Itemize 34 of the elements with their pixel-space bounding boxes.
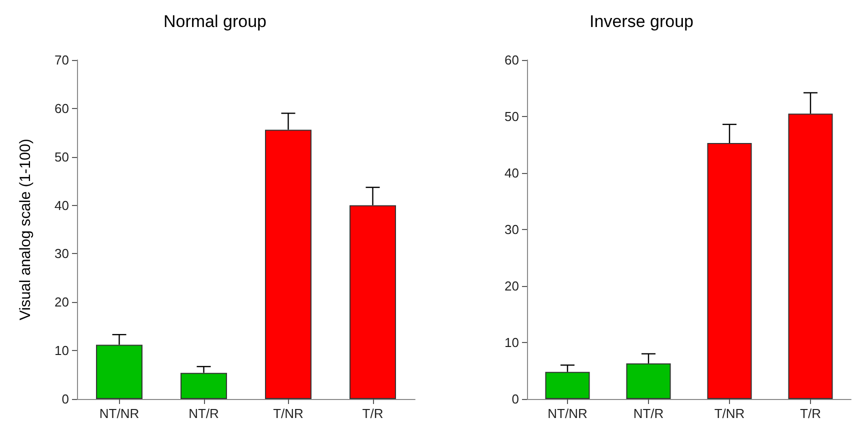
x-tick-label: T/NR	[273, 406, 304, 421]
bar	[788, 114, 833, 399]
x-tick-label: NT/R	[188, 406, 219, 421]
y-tick-label: 50	[504, 109, 519, 124]
y-tick-label: 20	[54, 294, 69, 310]
y-tick-label: 40	[504, 166, 519, 180]
x-tick-label: T/R	[362, 406, 384, 421]
y-tick-label: 30	[504, 222, 519, 237]
x-tick-label: NT/R	[633, 406, 664, 421]
y-tick-label: 10	[504, 335, 519, 350]
bar	[265, 130, 312, 399]
bar	[350, 205, 396, 399]
y-tick-label: 70	[54, 52, 69, 68]
x-tick-label: NT/NR	[99, 406, 140, 421]
bar	[626, 363, 671, 399]
bar	[180, 372, 227, 399]
bar	[707, 143, 752, 399]
y-axis-title: Visual analog scale (1-100)	[17, 138, 34, 320]
chart-title: Normal group	[164, 12, 266, 31]
x-tick-label: T/NR	[714, 406, 745, 421]
y-tick-label: 10	[54, 343, 69, 358]
y-tick-label: 60	[504, 52, 519, 68]
bar	[96, 344, 142, 399]
x-tick-label: T/R	[800, 406, 821, 421]
y-tick-label: 50	[54, 149, 69, 164]
y-tick-label: 60	[54, 100, 69, 116]
y-tick-label: 0	[62, 392, 69, 406]
y-tick-label: 40	[54, 198, 69, 213]
x-tick-label: NT/NR	[548, 406, 588, 421]
y-tick-label: 0	[512, 392, 519, 406]
y-tick-label: 20	[504, 278, 519, 294]
chart-title: Inverse group	[590, 12, 694, 31]
bar	[545, 372, 590, 399]
y-tick-label: 30	[54, 246, 69, 262]
